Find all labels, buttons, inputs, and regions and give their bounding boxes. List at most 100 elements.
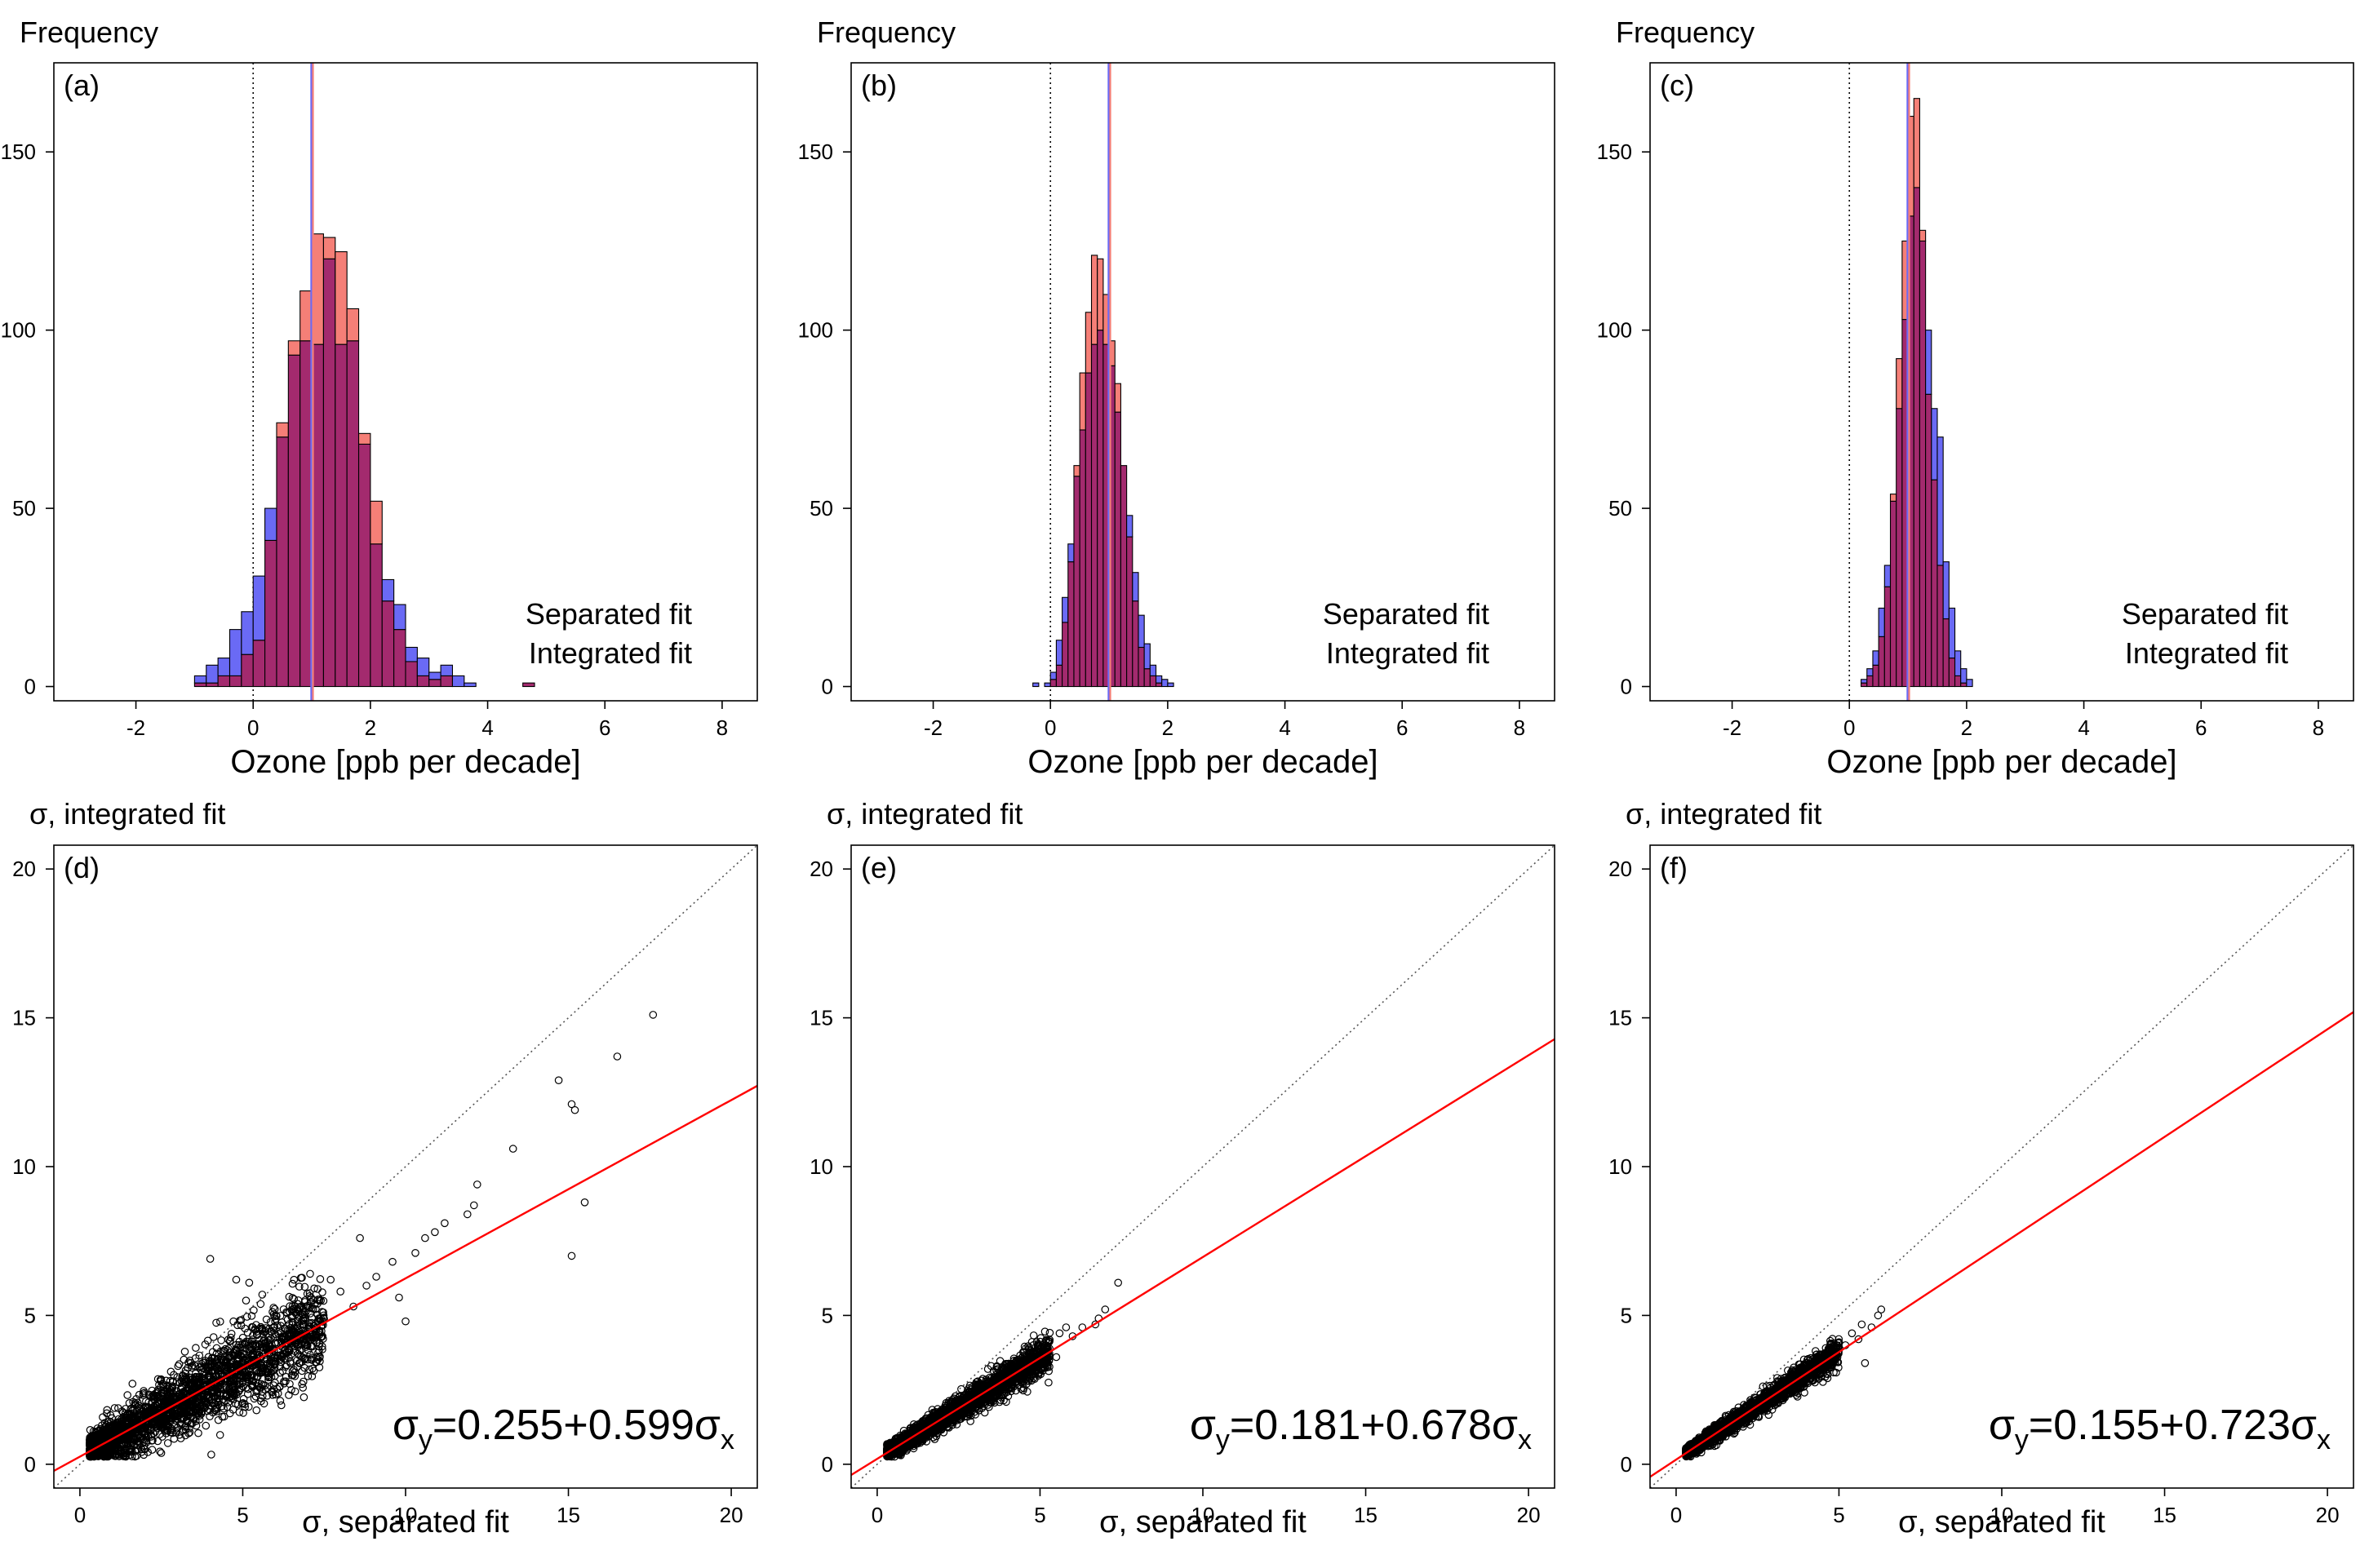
scatter-point [217, 1371, 225, 1379]
scatter-point [285, 1292, 294, 1301]
histogram-bar-integrated [1114, 383, 1121, 413]
scatter-point [263, 1355, 272, 1364]
y-tick-label: 0 [24, 675, 36, 699]
scatter-point [258, 1392, 267, 1400]
histogram-bar-separated [1925, 330, 1932, 395]
scatter-point [180, 1408, 189, 1416]
scatter-point [276, 1397, 285, 1405]
scatter-point [110, 1404, 119, 1412]
scatter-point [140, 1387, 148, 1395]
histogram-bar-overlap [1883, 586, 1892, 688]
scatter-point [299, 1377, 308, 1386]
histogram-bar-overlap [1913, 187, 1920, 688]
scatter-point [314, 1349, 322, 1357]
scatter-point [185, 1428, 194, 1437]
histogram-bar-overlap [381, 600, 395, 688]
x-tick-label: 0 [247, 715, 259, 740]
histogram-bar-overlap [287, 354, 301, 688]
x-tick-label: 6 [1396, 715, 1408, 740]
scatter-point [243, 1390, 252, 1398]
scatter-point [247, 1345, 256, 1353]
x-tick-label: 2 [1162, 715, 1173, 740]
scatter-point [225, 1337, 234, 1345]
scatter-point [252, 1342, 261, 1351]
scatter-point [299, 1320, 308, 1328]
plot-area [1032, 63, 1174, 701]
scatter-point [319, 1296, 328, 1305]
histogram-bar-separated [1044, 682, 1051, 688]
scatter-point [1002, 1397, 1010, 1406]
scatter-point [235, 1408, 244, 1416]
scatter-point [140, 1445, 149, 1454]
scatter-point [411, 1249, 419, 1257]
scatter-point [194, 1373, 203, 1382]
histogram-bar-integrated [370, 500, 383, 545]
y-tick-label: 100 [798, 318, 833, 343]
histogram-bar-separated [228, 629, 242, 676]
histogram-bar-separated [1936, 436, 1944, 566]
histogram-bar-overlap [1889, 500, 1897, 688]
scatter-point [252, 1327, 261, 1336]
legend-separated-fit: Separated fit [526, 597, 692, 631]
histogram-bar-separated [241, 611, 254, 655]
scatter-point [237, 1399, 246, 1408]
scatter-point [180, 1348, 189, 1356]
scatter-point [239, 1409, 247, 1417]
scatter-point [1036, 1334, 1045, 1342]
scatter-point [245, 1278, 254, 1287]
histogram-bar-integrated [346, 308, 360, 342]
scatter-point [209, 1408, 217, 1417]
y-tick-label: 0 [822, 675, 833, 699]
histogram-bar-separated [1878, 607, 1885, 637]
scatter-point [112, 1450, 121, 1458]
scatter-point [223, 1358, 231, 1366]
scatter-point [247, 1312, 256, 1320]
histogram-bar-overlap [1138, 646, 1145, 688]
scatter-point [305, 1365, 313, 1374]
y-axis-title: Frequency [1616, 16, 1755, 49]
scatter-point [304, 1355, 312, 1364]
panel-label: (c) [1660, 69, 1694, 102]
scatter-point [244, 1402, 253, 1411]
scatter-point [139, 1391, 148, 1399]
scatter-point [188, 1397, 197, 1406]
scatter-point [308, 1372, 317, 1380]
scatter-point [213, 1398, 222, 1406]
histogram-bar-separated [1049, 671, 1057, 680]
scatter-point [247, 1373, 255, 1382]
scatter-point [157, 1449, 166, 1457]
x-tick-label: 0 [1045, 715, 1056, 740]
scatter-point [282, 1308, 291, 1317]
scatter-point [113, 1439, 122, 1447]
scatter-point [106, 1450, 115, 1458]
scatter-point [567, 1100, 576, 1109]
scatter-point [258, 1291, 267, 1299]
scatter-point [203, 1406, 212, 1415]
scatter-point [205, 1373, 214, 1381]
scatter-point [306, 1269, 314, 1278]
scatter-point [236, 1371, 244, 1380]
scatter-point [131, 1452, 140, 1461]
histogram-bar-separated [1126, 515, 1133, 538]
scatter-point [147, 1393, 155, 1402]
histogram-bar-integrated [287, 340, 301, 356]
scatter-point [261, 1324, 270, 1332]
scatter-point [214, 1415, 223, 1424]
histogram-bar-overlap [522, 682, 535, 688]
histogram-bar-separated [1143, 643, 1151, 670]
scatter-point [251, 1379, 260, 1387]
scatter-point [306, 1303, 314, 1312]
scatter-point [140, 1422, 149, 1430]
y-tick-label: 100 [1597, 318, 1632, 343]
scatter-point [180, 1355, 189, 1364]
scatter-point [288, 1279, 297, 1288]
scatter-point [241, 1324, 250, 1333]
scatter-point [277, 1401, 286, 1410]
histogram-bar-overlap [428, 679, 441, 688]
scatter-point [100, 1447, 108, 1455]
scatter-point [100, 1434, 109, 1442]
histogram-bar-overlap [193, 682, 207, 688]
histogram-bar-separated [193, 675, 207, 684]
scatter-point [303, 1341, 311, 1349]
